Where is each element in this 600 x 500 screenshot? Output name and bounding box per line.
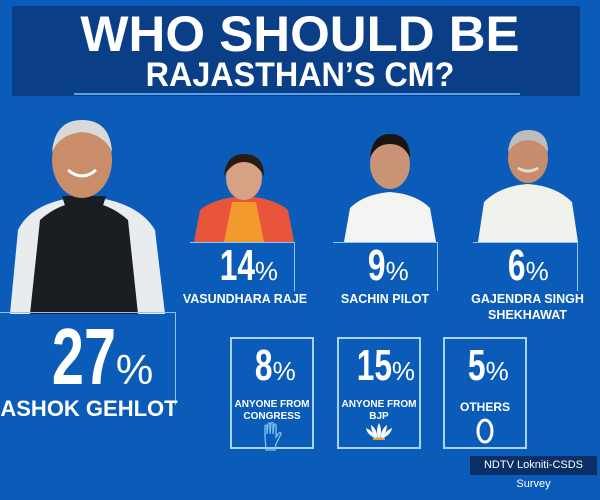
percent-sign: % bbox=[272, 356, 296, 386]
bjp-label-line-1: ANYONE FROM bbox=[341, 399, 417, 410]
percent-sign: % bbox=[485, 356, 509, 386]
percent-sign: % bbox=[385, 256, 409, 286]
pilot-value-box bbox=[333, 242, 438, 291]
bjp-label: ANYONE FROM BJP bbox=[339, 399, 419, 423]
card-others: 5% OTHERS bbox=[443, 337, 527, 449]
title-line-1: WHO SHOULD BE bbox=[80, 6, 520, 62]
others-label-line-1: OTHERS bbox=[459, 400, 510, 414]
gehlot-value-box bbox=[0, 312, 176, 405]
gehlot-percentage: 27% bbox=[10, 312, 170, 415]
others-label: OTHERS bbox=[445, 401, 525, 413]
congress-value: 8 bbox=[255, 341, 273, 390]
congress-label-line-2: CONGRESS bbox=[243, 411, 301, 422]
title-line-2: RAJASTHAN’S CM? bbox=[145, 56, 455, 94]
congress-percentage: 8% bbox=[232, 341, 312, 396]
card-bjp: 15% ANYONE FROM BJP bbox=[337, 337, 421, 449]
gehlot-name: ASHOK GEHLOT bbox=[0, 396, 178, 421]
pilot-percentage: 9% bbox=[333, 242, 437, 295]
pilot-name: SACHIN PILOT bbox=[340, 292, 430, 306]
vasundhara-raje-photo bbox=[194, 150, 294, 242]
shekhawat-name: GAJENDRA SINGH SHEKHAWAT bbox=[460, 291, 595, 323]
percent-sign: % bbox=[115, 346, 154, 393]
others-percentage: 5% bbox=[445, 341, 525, 396]
gajendra-singh-shekhawat-photo bbox=[478, 124, 578, 242]
percent-sign: % bbox=[525, 256, 549, 286]
gehlot-value: 27 bbox=[51, 312, 116, 401]
raje-value: 14 bbox=[219, 241, 255, 290]
congress-label: ANYONE FROM CONGRESS bbox=[232, 399, 312, 423]
sachin-pilot-photo bbox=[344, 128, 436, 242]
bjp-value: 15 bbox=[356, 341, 392, 390]
raje-percentage: 14% bbox=[190, 242, 294, 295]
raje-value-box bbox=[190, 242, 295, 291]
others-circle-icon bbox=[445, 415, 525, 447]
ashok-gehlot-photo bbox=[0, 110, 168, 314]
source-badge: NDTV Lokniti-CSDS Survey bbox=[470, 456, 597, 490]
raje-name: VASUNDHARA RAJE bbox=[182, 292, 308, 306]
title-band bbox=[12, 6, 580, 96]
card-congress: 8% ANYONE FROM CONGRESS bbox=[230, 337, 314, 451]
percent-sign: % bbox=[391, 356, 416, 386]
others-value: 5 bbox=[468, 341, 486, 390]
bjp-lotus-icon bbox=[339, 415, 419, 447]
shekhawat-value-box bbox=[473, 242, 578, 291]
pilot-value: 9 bbox=[368, 241, 386, 290]
percent-sign: % bbox=[254, 256, 279, 286]
shekhawat-name-line-2: SHEKHAWAT bbox=[488, 308, 567, 322]
congress-label-line-1: ANYONE FROM bbox=[234, 399, 310, 410]
bjp-label-line-2: BJP bbox=[369, 411, 389, 422]
bjp-percentage: 15% bbox=[339, 341, 419, 396]
title-underline bbox=[74, 93, 520, 95]
congress-hand-icon bbox=[232, 421, 312, 453]
shekhawat-name-line-1: GAJENDRA SINGH bbox=[471, 292, 584, 306]
shekhawat-percentage: 6% bbox=[473, 242, 577, 295]
shekhawat-value: 6 bbox=[508, 241, 526, 290]
